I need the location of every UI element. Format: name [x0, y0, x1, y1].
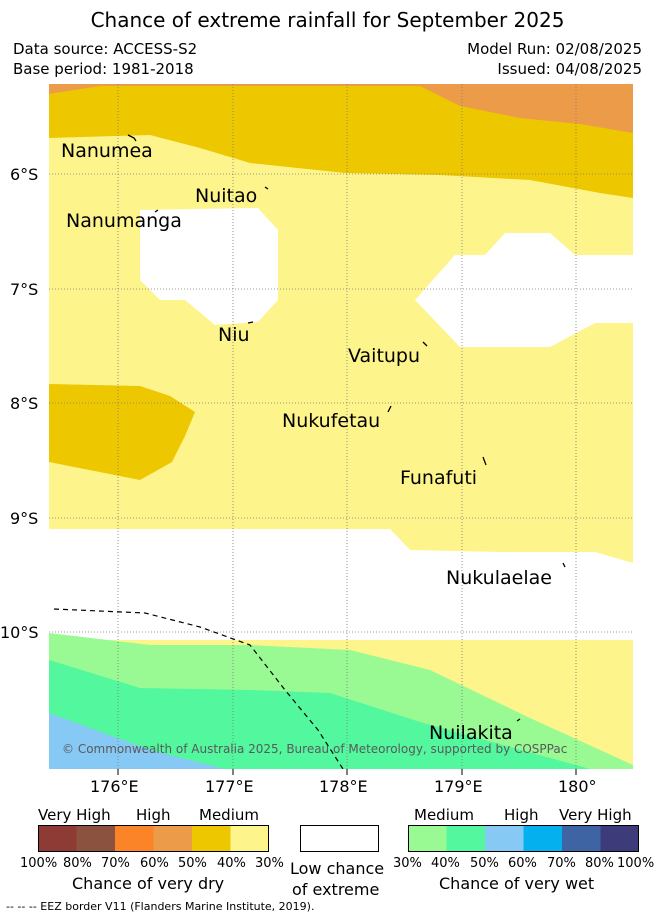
lat-label-10s: 10°S	[0, 623, 39, 642]
eez-border-line	[53, 608, 344, 769]
legend-dry-tick-80: 80%	[63, 856, 92, 871]
place-funafuti: Funafuti	[400, 467, 478, 489]
place-nukufetau: Nukufetau	[282, 410, 381, 432]
legend-wet-tick-100: 100%	[617, 856, 655, 871]
lat-label-7s: 7°S	[10, 280, 39, 299]
dry-high-region	[49, 84, 633, 133]
legend-wet-colorbar	[408, 825, 639, 852]
issued-date: Issued: 04/08/2025	[497, 60, 642, 78]
legend-dry-high: High	[136, 806, 171, 824]
legend-wet-tick-60: 60%	[508, 856, 537, 871]
legend-dry-tick-40: 40%	[217, 856, 246, 871]
dry-medium-band	[49, 84, 633, 198]
copyright-notice: © Commonwealth of Australia 2025, Bureau…	[62, 742, 568, 756]
wet-medium-region	[49, 660, 590, 769]
legend-dry-medium: Medium	[199, 806, 259, 824]
legend-dry-tick-60: 60%	[140, 856, 169, 871]
map-title: Chance of extreme rainfall for September…	[90, 8, 565, 32]
base-period: Base period: 1981-2018	[13, 60, 194, 78]
place-nuitao: Nuitao	[195, 185, 258, 207]
lon-label-180: 180°	[558, 777, 597, 796]
legend-dry-swatch-2	[76, 825, 115, 852]
lon-label-176e: 176°E	[90, 777, 139, 796]
lat-label-9s: 9°S	[10, 509, 39, 528]
lon-label-179e: 179°E	[434, 777, 483, 796]
place-nanumanga: Nanumanga	[66, 210, 182, 232]
legend-low-caption-1: Low chance	[290, 859, 385, 878]
lat-label-8s: 8°S	[10, 394, 39, 413]
low-chance-band	[49, 529, 633, 640]
place-nanumea: Nanumea	[61, 140, 153, 162]
legend-wet-tick-70: 70%	[547, 856, 576, 871]
place-niu: Niu	[218, 324, 250, 346]
legend-dry-colorbar	[38, 825, 269, 852]
legend-wet-very-high: Very High	[559, 806, 632, 824]
legend-dry-very-high: Very High	[38, 806, 111, 824]
legend-dry-swatch-4	[153, 825, 192, 852]
lon-label-178e: 178°E	[319, 777, 368, 796]
legend-wet-tick-30: 30%	[393, 856, 422, 871]
data-source: Data source: ACCESS-S2	[13, 40, 198, 58]
legend-dry-caption: Chance of very dry	[72, 874, 225, 893]
legend-wet-high: High	[504, 806, 539, 824]
legend-dry-tick-70: 70%	[101, 856, 130, 871]
legend-dry-tick-100: 100%	[20, 856, 58, 871]
dry-medium-patch	[49, 384, 195, 480]
eez-border-note: -- -- -- EEZ border V11 (Flanders Marine…	[6, 900, 315, 913]
low-chance-patch-east	[415, 233, 633, 347]
legend-wet-tick-80: 80%	[585, 856, 614, 871]
legend-dry-swatch-5	[192, 825, 231, 852]
lat-label-6s: 6°S	[10, 165, 39, 184]
legend-wet-caption: Chance of very wet	[439, 874, 595, 893]
legend-wet-swatch-1	[408, 825, 447, 852]
legend-dry-tick-50: 50%	[178, 856, 207, 871]
legend-wet-swatch-4	[523, 825, 562, 852]
legend-low-swatch	[300, 825, 379, 852]
graticule	[49, 84, 633, 769]
place-nukulaelae: Nukulaelae	[446, 567, 552, 589]
axis-ticks	[117, 769, 577, 775]
legend-wet-tick-50: 50%	[470, 856, 499, 871]
island-marks	[127, 134, 566, 722]
place-nuilakita: Nuilakita	[429, 722, 513, 744]
wet-high-region	[49, 713, 225, 769]
legend-wet-tick-40: 40%	[431, 856, 460, 871]
model-run: Model Run: 02/08/2025	[467, 40, 642, 58]
legend-dry-swatch-6	[230, 825, 269, 852]
legend-wet-swatch-2	[446, 825, 485, 852]
legend-wet-swatch-5	[562, 825, 601, 852]
legend-low-caption-2: of extreme	[292, 880, 380, 899]
lon-label-177e: 177°E	[205, 777, 254, 796]
legend-dry-tick-30: 30%	[255, 856, 284, 871]
legend-dry-swatch-3	[115, 825, 154, 852]
low-chance-patch-west	[140, 208, 278, 325]
legend-wet-swatch-6	[600, 825, 639, 852]
place-vaitupu: Vaitupu	[348, 345, 421, 367]
legend-dry-swatch-1	[38, 825, 77, 852]
legend-wet-medium: Medium	[414, 806, 474, 824]
legend-wet-swatch-3	[485, 825, 524, 852]
